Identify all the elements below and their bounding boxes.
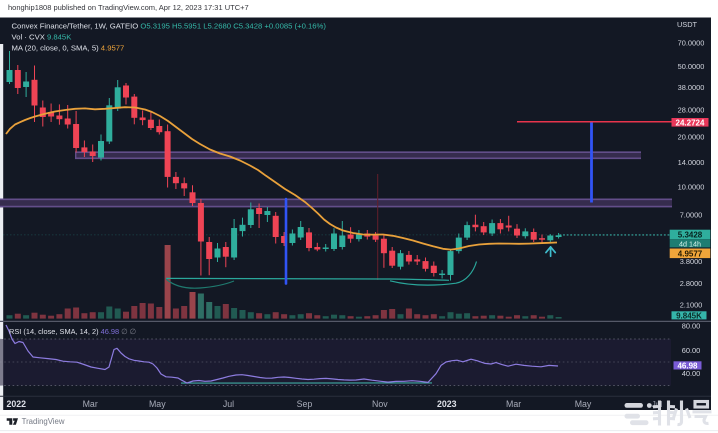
- svg-text:46.98: 46.98: [677, 361, 698, 370]
- svg-text:3.8000: 3.8000: [680, 257, 703, 266]
- svg-text:Sep: Sep: [297, 399, 313, 409]
- svg-text:Jul: Jul: [223, 399, 234, 409]
- svg-text:2023: 2023: [437, 399, 457, 409]
- svg-text:80.00: 80.00: [682, 321, 701, 330]
- svg-text:RSI (14, close, SMA, 14, 2) 46: RSI (14, close, SMA, 14, 2) 46.98 ∅ ∅: [9, 327, 136, 336]
- svg-text:60.00: 60.00: [682, 346, 701, 355]
- svg-text:2.8000: 2.8000: [680, 279, 703, 288]
- svg-text:50.0000: 50.0000: [678, 62, 705, 71]
- svg-text:May: May: [149, 399, 166, 409]
- svg-text:10.0000: 10.0000: [678, 183, 705, 192]
- svg-text:Mar: Mar: [506, 399, 521, 409]
- svg-text:Convex Finance/Tether, 1W, GAT: Convex Finance/Tether, 1W, GATEIO O5.319…: [12, 22, 327, 31]
- svg-text:Vol · CVX 9.845K: Vol · CVX 9.845K: [12, 33, 73, 42]
- svg-text:40.00: 40.00: [682, 369, 701, 378]
- svg-text:Mar: Mar: [83, 399, 98, 409]
- svg-text:TradingView: TradingView: [22, 417, 65, 426]
- svg-text:14.0000: 14.0000: [678, 158, 705, 167]
- svg-text:38.0000: 38.0000: [678, 83, 705, 92]
- svg-text:4.9577: 4.9577: [678, 249, 703, 258]
- svg-text:2022: 2022: [7, 399, 27, 409]
- svg-text:28.0000: 28.0000: [678, 105, 705, 114]
- svg-text:Jul: Jul: [652, 399, 663, 409]
- svg-text:May: May: [575, 399, 592, 409]
- svg-text:4d 14h: 4d 14h: [679, 239, 701, 248]
- svg-text:70.0000: 70.0000: [678, 39, 705, 48]
- svg-text:USDT: USDT: [677, 20, 698, 29]
- svg-text:24.2724: 24.2724: [676, 118, 705, 127]
- svg-text:MA (20, close, 0, SMA, 5) 4.95: MA (20, close, 0, SMA, 5) 4.9577: [12, 44, 125, 53]
- svg-text:9.845K: 9.845K: [676, 311, 702, 320]
- svg-text:2.1000: 2.1000: [680, 301, 703, 310]
- svg-text:20.0000: 20.0000: [678, 132, 705, 141]
- svg-text:5.3428: 5.3428: [678, 230, 703, 239]
- svg-text:Nov: Nov: [372, 399, 388, 409]
- svg-text:7.0000: 7.0000: [680, 210, 703, 219]
